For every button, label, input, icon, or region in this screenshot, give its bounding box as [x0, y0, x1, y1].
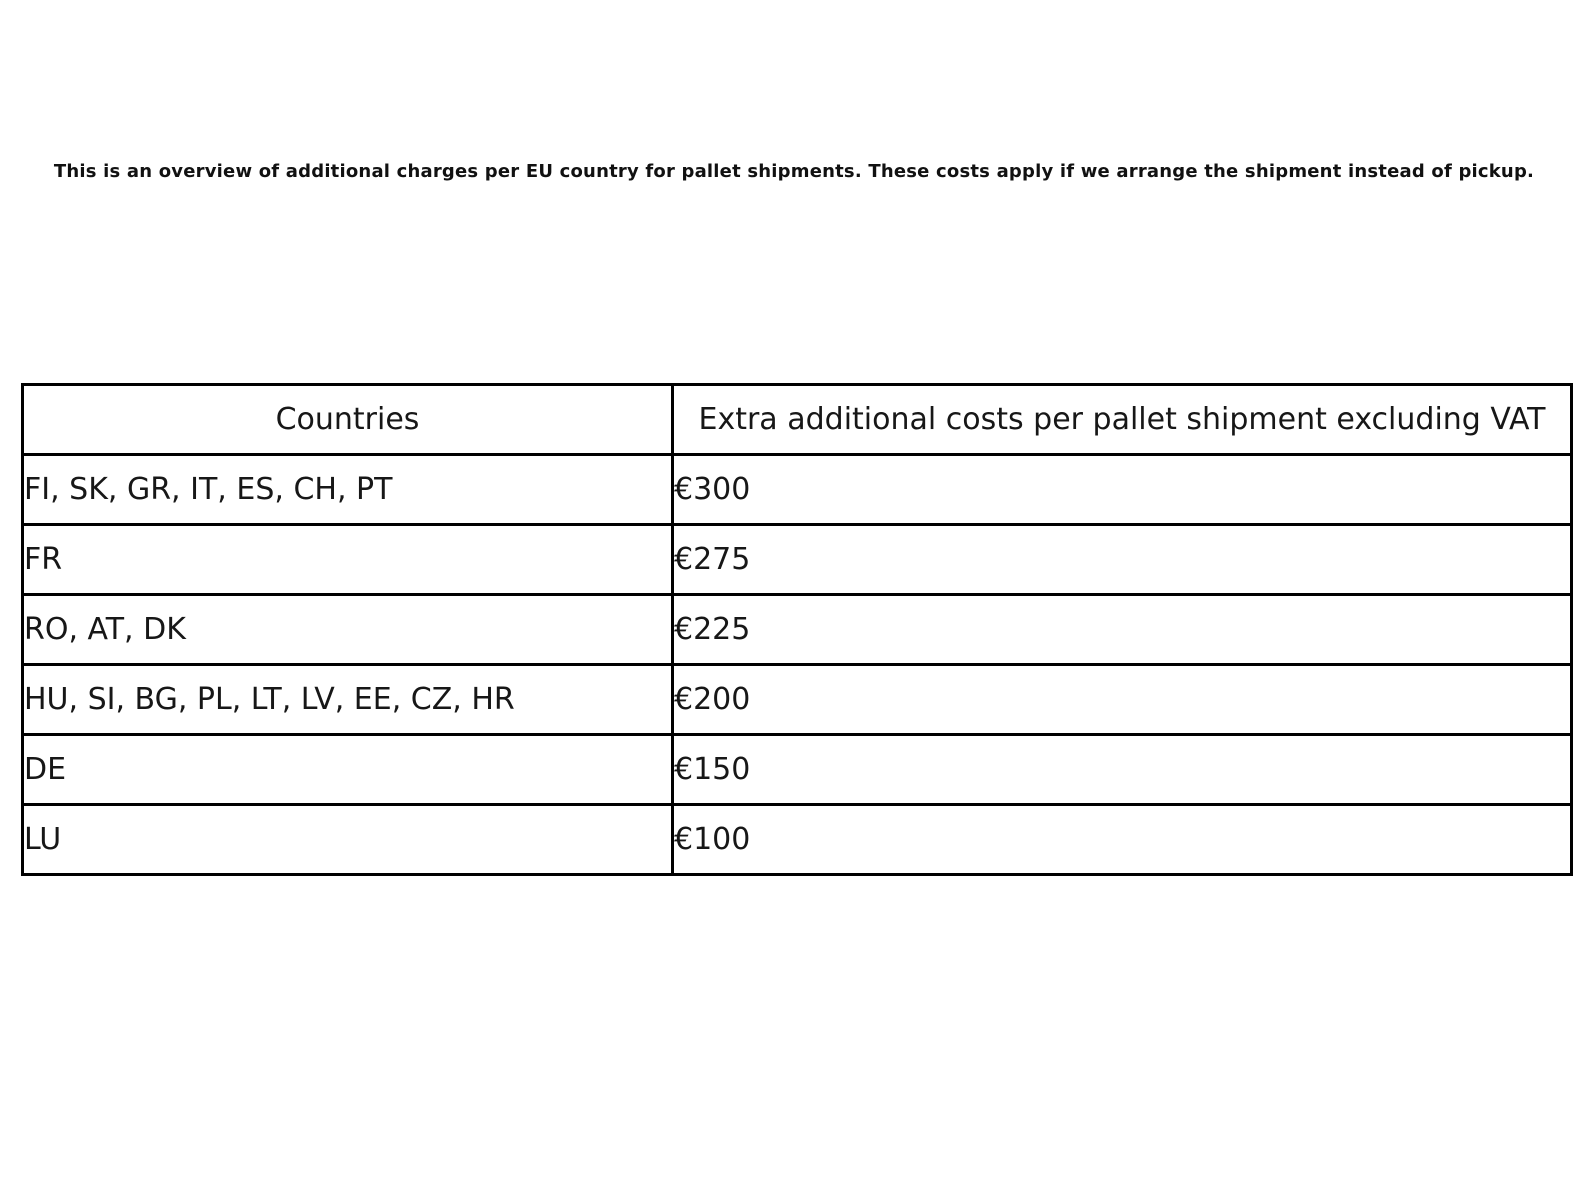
table-row: RO, AT, DK €225	[21, 593, 1573, 666]
table-row: DE €150	[21, 733, 1573, 806]
countries-cell: LU	[21, 803, 674, 876]
countries-cell: FI, SK, GR, IT, ES, CH, PT	[21, 453, 674, 526]
table-row: LU €100	[21, 803, 1573, 876]
cost-cell: €200	[671, 663, 1573, 736]
table-header-row: Countries Extra additional costs per pal…	[21, 383, 1573, 456]
intro-text: This is an overview of additional charge…	[53, 161, 1535, 182]
countries-cell: HU, SI, BG, PL, LT, LV, EE, CZ, HR	[21, 663, 674, 736]
countries-cell: FR	[21, 523, 674, 596]
cost-cell: €100	[671, 803, 1573, 876]
cost-cell: €275	[671, 523, 1573, 596]
countries-cell: DE	[21, 733, 674, 806]
table-row: HU, SI, BG, PL, LT, LV, EE, CZ, HR €200	[21, 663, 1573, 736]
cost-cell: €225	[671, 593, 1573, 666]
costs-column-header: Extra additional costs per pallet shipme…	[671, 383, 1573, 456]
cost-cell: €300	[671, 453, 1573, 526]
cost-cell: €150	[671, 733, 1573, 806]
shipping-charges-table: Countries Extra additional costs per pal…	[21, 383, 1573, 876]
table-row: FI, SK, GR, IT, ES, CH, PT €300	[21, 453, 1573, 526]
countries-column-header: Countries	[21, 383, 674, 456]
table-row: FR €275	[21, 523, 1573, 596]
countries-cell: RO, AT, DK	[21, 593, 674, 666]
